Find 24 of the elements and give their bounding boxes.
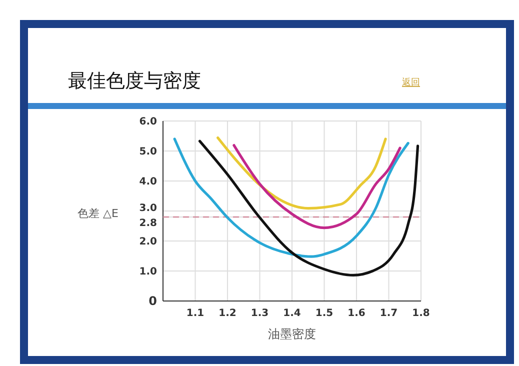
x-tick-label: 1.5: [315, 308, 334, 319]
y-tick-label: 3.0: [139, 203, 158, 214]
text: 返回: [402, 77, 420, 88]
x-tick-label: 1.1: [186, 308, 204, 319]
y-tick-label: 4.0: [139, 176, 158, 188]
x-tick-label: 1.4: [283, 308, 301, 319]
line-series: [173, 138, 410, 258]
x-axis-title: 油墨密度: [268, 327, 316, 341]
y-tick-label: 0: [148, 294, 157, 308]
y-tick-label: 2.0: [139, 236, 158, 248]
x-tick-label: 1.7: [380, 308, 398, 319]
y-tick-label: 1.0: [139, 266, 158, 278]
x-tick-label: 1.2: [218, 308, 236, 319]
x-tick-label: 1.3: [250, 308, 269, 319]
line-series: [232, 144, 402, 230]
x-tick-label: 1.6: [348, 308, 366, 319]
y-tick-label: 6.0: [139, 116, 158, 128]
y-tick-label: 5.0: [139, 146, 158, 158]
line-series: [216, 136, 387, 210]
line-series: [198, 140, 420, 276]
y-axis-title: 色差 △E: [78, 207, 119, 220]
x-tick-label: 1.8: [412, 308, 430, 319]
chart-title: 最佳色度与密度: [68, 70, 201, 92]
y-tick-label: 2.8: [139, 218, 158, 229]
